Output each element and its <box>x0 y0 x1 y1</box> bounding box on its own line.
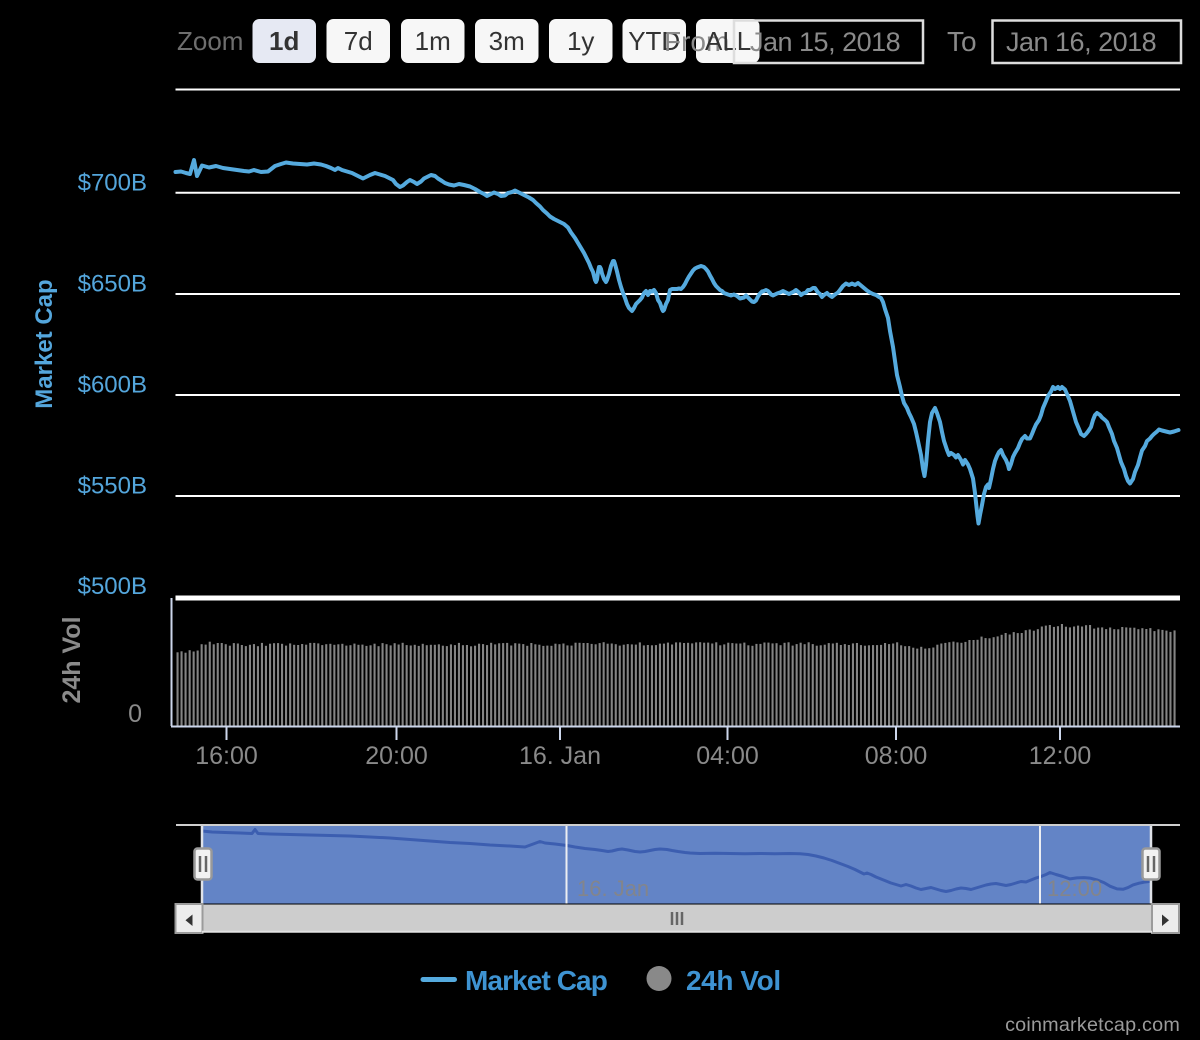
svg-text:To: To <box>947 26 977 57</box>
svg-text:7d: 7d <box>344 26 373 56</box>
svg-text:12:00: 12:00 <box>1029 742 1092 770</box>
svg-text:Market Cap: Market Cap <box>465 965 607 996</box>
svg-text:$600B: $600B <box>78 372 147 399</box>
svg-text:ALL: ALL <box>705 26 751 56</box>
svg-text:$550B: $550B <box>78 473 147 500</box>
svg-text:3m: 3m <box>489 26 525 56</box>
svg-text:1d: 1d <box>269 26 299 56</box>
svg-text:$700B: $700B <box>78 170 147 197</box>
svg-text:0: 0 <box>128 700 142 728</box>
svg-text:Market Cap: Market Cap <box>31 279 58 408</box>
svg-text:Zoom: Zoom <box>177 26 243 56</box>
svg-text:1y: 1y <box>567 26 594 56</box>
svg-text:From: From <box>664 26 729 57</box>
svg-text:24h Vol: 24h Vol <box>58 616 86 703</box>
svg-text:12:00: 12:00 <box>1047 876 1102 901</box>
svg-text:$650B: $650B <box>78 271 147 298</box>
svg-text:YTD: YTD <box>628 26 680 56</box>
svg-text:20:00: 20:00 <box>365 742 428 770</box>
svg-text:24h Vol: 24h Vol <box>686 965 781 996</box>
svg-text:Jan 16, 2018: Jan 16, 2018 <box>1006 27 1156 57</box>
svg-text:08:00: 08:00 <box>865 742 928 770</box>
svg-text:Jan 15, 2018: Jan 15, 2018 <box>750 27 900 57</box>
svg-text:16. Jan: 16. Jan <box>577 876 649 901</box>
svg-text:$500B: $500B <box>78 573 147 600</box>
svg-text:04:00: 04:00 <box>696 742 759 770</box>
svg-text:1m: 1m <box>415 26 451 56</box>
svg-text:coinmarketcap.com: coinmarketcap.com <box>1005 1014 1180 1036</box>
svg-text:16:00: 16:00 <box>195 742 258 770</box>
svg-text:16. Jan: 16. Jan <box>519 742 601 770</box>
